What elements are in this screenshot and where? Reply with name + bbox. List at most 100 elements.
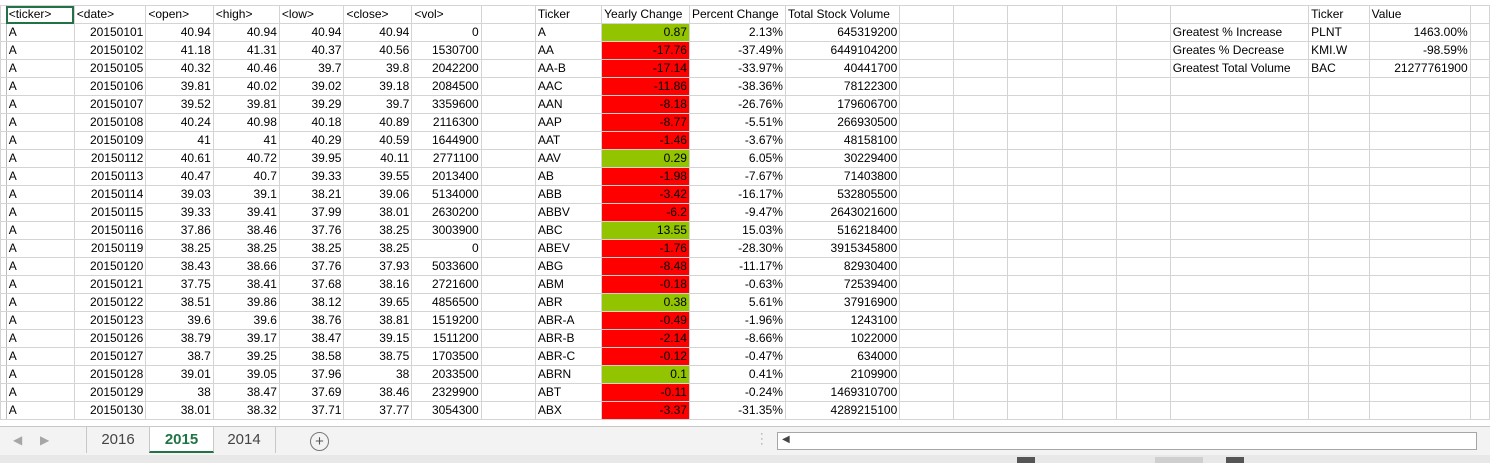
empty-cell[interactable] bbox=[1061, 203, 1117, 222]
empty-cell[interactable] bbox=[1007, 203, 1063, 222]
greatest-value-cell[interactable]: 1463.00% bbox=[1368, 23, 1471, 42]
data-cell[interactable]: 39.1 bbox=[212, 185, 280, 204]
empty-cell[interactable] bbox=[1115, 95, 1171, 114]
empty-cell[interactable] bbox=[1115, 275, 1171, 294]
percent-change-cell[interactable]: -38.36% bbox=[688, 77, 786, 96]
data-cell[interactable]: 20150101 bbox=[73, 23, 147, 42]
empty-cell[interactable] bbox=[1368, 293, 1471, 312]
empty-cell[interactable] bbox=[1007, 77, 1063, 96]
summary-ticker-cell[interactable]: ABT bbox=[534, 383, 603, 402]
empty-cell[interactable] bbox=[1368, 275, 1471, 294]
empty-cell[interactable] bbox=[899, 149, 955, 168]
empty-cell[interactable] bbox=[953, 365, 1009, 384]
empty-cell[interactable] bbox=[1469, 77, 1490, 96]
empty-cell[interactable] bbox=[1115, 365, 1171, 384]
summary-ticker-cell[interactable]: ABM bbox=[534, 275, 603, 294]
data-cell[interactable]: 40.32 bbox=[145, 59, 214, 78]
empty-cell[interactable] bbox=[1115, 221, 1171, 240]
percent-change-cell[interactable]: -5.51% bbox=[688, 113, 786, 132]
empty-cell[interactable] bbox=[1061, 329, 1117, 348]
data-cell[interactable]: A bbox=[5, 95, 75, 114]
empty-cell[interactable] bbox=[953, 347, 1009, 366]
summary-header-cell[interactable]: Ticker bbox=[534, 5, 603, 24]
empty-cell[interactable] bbox=[1169, 239, 1310, 258]
data-cell[interactable]: 40.11 bbox=[343, 149, 413, 168]
empty-cell[interactable] bbox=[899, 41, 955, 60]
percent-change-cell[interactable]: -26.76% bbox=[688, 95, 786, 114]
empty-cell[interactable] bbox=[953, 239, 1009, 258]
percent-change-cell[interactable]: -16.17% bbox=[688, 185, 786, 204]
data-cell[interactable]: 41.18 bbox=[145, 41, 214, 60]
data-cell[interactable]: A bbox=[5, 59, 75, 78]
data-cell[interactable]: 39.41 bbox=[212, 203, 280, 222]
data-cell[interactable]: 40.89 bbox=[343, 113, 413, 132]
empty-cell[interactable] bbox=[1308, 149, 1370, 168]
data-cell[interactable]: A bbox=[5, 239, 75, 258]
data-cell[interactable]: 39.06 bbox=[343, 185, 413, 204]
empty-cell[interactable] bbox=[1007, 257, 1063, 276]
greatest-label-cell[interactable]: Greatest % Increase bbox=[1169, 23, 1310, 42]
empty-cell[interactable] bbox=[899, 203, 955, 222]
empty-cell[interactable] bbox=[1115, 149, 1171, 168]
data-cell[interactable]: A bbox=[5, 167, 75, 186]
data-cell[interactable]: 37.71 bbox=[278, 401, 345, 420]
data-cell[interactable]: 4856500 bbox=[411, 293, 482, 312]
column-header-cell[interactable]: <vol> bbox=[411, 5, 482, 24]
empty-cell[interactable] bbox=[1007, 95, 1063, 114]
empty-cell[interactable] bbox=[1007, 113, 1063, 132]
empty-cell[interactable] bbox=[1368, 401, 1471, 420]
empty-cell[interactable] bbox=[1368, 239, 1471, 258]
data-cell[interactable]: 20150109 bbox=[73, 131, 147, 150]
empty-cell[interactable] bbox=[1308, 257, 1370, 276]
empty-cell[interactable] bbox=[1308, 239, 1370, 258]
yearly-change-cell[interactable]: -0.18 bbox=[601, 275, 690, 294]
data-cell[interactable]: 38.21 bbox=[278, 185, 345, 204]
data-cell[interactable]: 41.31 bbox=[212, 41, 280, 60]
empty-cell[interactable] bbox=[1115, 59, 1171, 78]
empty-cell[interactable] bbox=[1061, 5, 1117, 24]
empty-cell[interactable] bbox=[1007, 149, 1063, 168]
data-cell[interactable]: A bbox=[5, 221, 75, 240]
empty-cell[interactable] bbox=[1308, 77, 1370, 96]
data-cell[interactable]: 38.46 bbox=[212, 221, 280, 240]
empty-cell[interactable] bbox=[1061, 257, 1117, 276]
data-cell[interactable]: 38.7 bbox=[145, 347, 214, 366]
empty-cell[interactable] bbox=[1061, 275, 1117, 294]
data-cell[interactable]: 1703500 bbox=[411, 347, 482, 366]
empty-cell[interactable] bbox=[899, 77, 955, 96]
data-cell[interactable]: A bbox=[5, 329, 75, 348]
view-page-break-icon[interactable] bbox=[1226, 457, 1244, 463]
data-cell[interactable]: 39.95 bbox=[278, 149, 345, 168]
data-cell[interactable]: 20150127 bbox=[73, 347, 147, 366]
greatest-ticker-cell[interactable]: PLNT bbox=[1308, 23, 1370, 42]
empty-cell[interactable] bbox=[899, 95, 955, 114]
total-volume-cell[interactable]: 179606700 bbox=[784, 95, 901, 114]
summary-ticker-cell[interactable]: AB bbox=[534, 167, 603, 186]
data-cell[interactable]: 37.86 bbox=[145, 221, 214, 240]
data-cell[interactable]: 20150120 bbox=[73, 257, 147, 276]
empty-cell[interactable] bbox=[953, 149, 1009, 168]
data-cell[interactable]: 3359600 bbox=[411, 95, 482, 114]
empty-cell[interactable] bbox=[1115, 203, 1171, 222]
yearly-change-cell[interactable]: -1.76 bbox=[601, 239, 690, 258]
empty-cell[interactable] bbox=[1061, 59, 1117, 78]
empty-cell[interactable] bbox=[899, 257, 955, 276]
empty-cell[interactable] bbox=[1308, 167, 1370, 186]
data-cell[interactable]: 40.72 bbox=[212, 149, 280, 168]
empty-cell[interactable] bbox=[1308, 113, 1370, 132]
empty-cell[interactable] bbox=[1308, 221, 1370, 240]
empty-cell[interactable] bbox=[1061, 401, 1117, 420]
data-cell[interactable]: 20150121 bbox=[73, 275, 147, 294]
data-cell[interactable]: 38.25 bbox=[278, 239, 345, 258]
yearly-change-cell[interactable]: -11.86 bbox=[601, 77, 690, 96]
percent-change-cell[interactable]: -1.96% bbox=[688, 311, 786, 330]
data-cell[interactable]: 38 bbox=[145, 383, 214, 402]
yearly-change-cell[interactable]: 0.1 bbox=[601, 365, 690, 384]
empty-cell[interactable] bbox=[899, 365, 955, 384]
data-cell[interactable]: 2042200 bbox=[411, 59, 482, 78]
empty-cell[interactable] bbox=[953, 5, 1009, 24]
total-volume-cell[interactable]: 48158100 bbox=[784, 131, 901, 150]
empty-cell[interactable] bbox=[899, 5, 955, 24]
empty-cell[interactable] bbox=[480, 239, 536, 258]
data-cell[interactable]: 39.52 bbox=[145, 95, 214, 114]
